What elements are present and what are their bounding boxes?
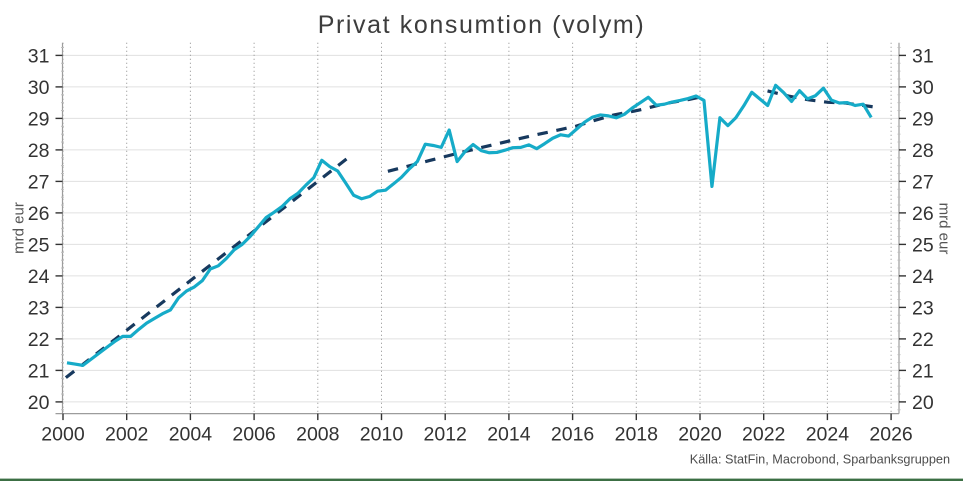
svg-text:2018: 2018 — [615, 423, 658, 445]
svg-text:28: 28 — [28, 140, 50, 162]
svg-text:29: 29 — [912, 108, 934, 130]
svg-text:30: 30 — [912, 77, 934, 99]
svg-text:2004: 2004 — [169, 423, 213, 445]
svg-text:26: 26 — [28, 203, 50, 225]
svg-text:2000: 2000 — [41, 423, 85, 445]
svg-text:24: 24 — [28, 266, 50, 288]
svg-text:Privat konsumtion (volym): Privat konsumtion (volym) — [318, 11, 646, 39]
svg-text:22: 22 — [28, 329, 50, 351]
svg-text:2014: 2014 — [487, 423, 531, 445]
svg-text:mrd eur: mrd eur — [11, 202, 28, 254]
svg-text:26: 26 — [912, 203, 934, 225]
svg-text:31: 31 — [28, 45, 50, 67]
svg-text:21: 21 — [28, 360, 50, 382]
svg-text:2012: 2012 — [424, 423, 467, 445]
svg-text:2016: 2016 — [551, 423, 594, 445]
svg-text:29: 29 — [28, 108, 50, 130]
svg-text:27: 27 — [28, 171, 50, 193]
svg-text:2010: 2010 — [360, 423, 404, 445]
svg-text:30: 30 — [28, 77, 50, 99]
svg-text:2024: 2024 — [806, 423, 850, 445]
svg-text:20: 20 — [28, 392, 50, 414]
svg-text:2026: 2026 — [869, 423, 912, 445]
svg-text:2022: 2022 — [742, 423, 785, 445]
svg-text:21: 21 — [912, 360, 934, 382]
svg-text:23: 23 — [28, 297, 50, 319]
svg-text:22: 22 — [912, 329, 934, 351]
svg-text:27: 27 — [912, 171, 934, 193]
svg-text:25: 25 — [912, 234, 934, 256]
svg-text:20: 20 — [912, 392, 934, 414]
svg-text:24: 24 — [912, 266, 934, 288]
svg-text:mrd eur: mrd eur — [936, 203, 953, 255]
svg-text:23: 23 — [912, 297, 934, 319]
svg-text:28: 28 — [912, 140, 934, 162]
svg-text:Källa: StatFin, Macrobond, Spa: Källa: StatFin, Macrobond, Sparbanksgrup… — [690, 453, 950, 467]
svg-text:2008: 2008 — [296, 423, 339, 445]
svg-text:25: 25 — [28, 234, 50, 256]
svg-text:2002: 2002 — [105, 423, 148, 445]
svg-text:2020: 2020 — [678, 423, 722, 445]
svg-text:31: 31 — [912, 45, 934, 67]
svg-text:2006: 2006 — [232, 423, 275, 445]
